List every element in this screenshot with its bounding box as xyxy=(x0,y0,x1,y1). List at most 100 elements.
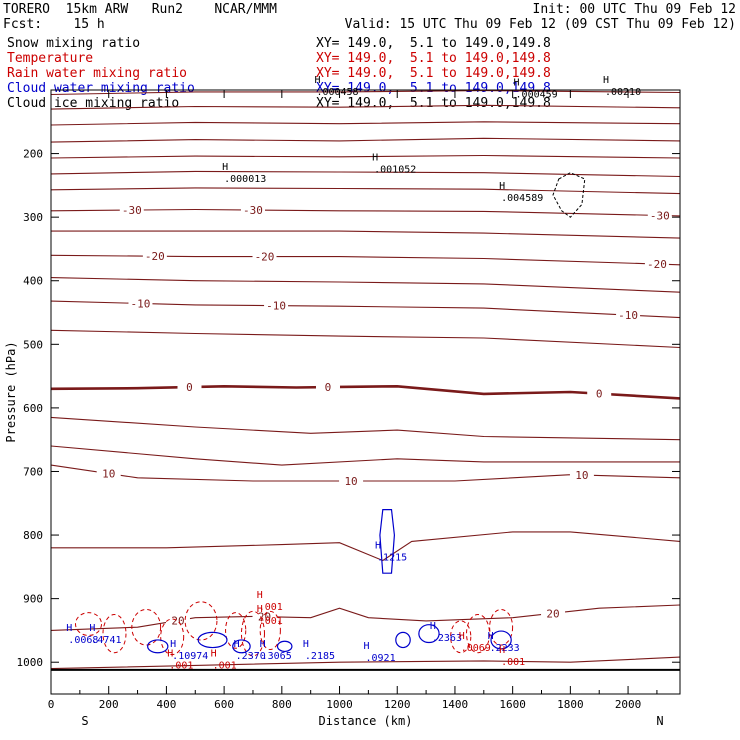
temperature-contour xyxy=(50,90,681,96)
rain-high-marker: H xyxy=(459,631,465,642)
north-end-label: N xyxy=(656,714,663,728)
rain-mixing-ratio-contour xyxy=(225,612,247,649)
rain-high-marker: H xyxy=(499,645,505,656)
contour-label-bg xyxy=(96,467,121,480)
valid-time: Valid: 15 UTC Thu 09 Feb 12 (09 CST Thu … xyxy=(344,17,736,32)
snow-high-marker: H xyxy=(603,75,609,86)
contour-label-bg xyxy=(644,258,669,271)
temperature-contour xyxy=(50,604,681,631)
temperature-contour-label: -10 xyxy=(618,309,638,322)
cloud-water-high-marker: H xyxy=(260,639,266,650)
contour-label-bg xyxy=(128,297,153,310)
y-tick-label: 600 xyxy=(23,402,43,415)
snow-value-label: .00210 xyxy=(605,87,641,98)
rain-mixing-ratio-contour xyxy=(450,620,472,654)
temperature-contour-label: -10 xyxy=(266,300,286,313)
temperature-contour xyxy=(50,208,681,217)
x-tick-label: 2000 xyxy=(615,698,642,711)
cloud-water-contour xyxy=(147,639,169,654)
cloud-water-value-label: .2233 xyxy=(490,643,520,654)
rain-high-marker: H xyxy=(257,604,263,615)
temperature-contour xyxy=(50,445,680,466)
legend-label-temperature: Temperature xyxy=(7,51,94,66)
snow-value-label: .000458 xyxy=(316,87,358,98)
cloud-water-column-contour xyxy=(379,509,396,574)
temperature-contour-label: -10 xyxy=(131,297,151,310)
rain-value-label: .0069 xyxy=(461,643,491,654)
x-tick-label: 1200 xyxy=(384,698,411,711)
rain-mixing-ratio-contour xyxy=(489,608,514,646)
contour-label-bg xyxy=(587,387,612,400)
temperature-contour xyxy=(50,154,681,159)
temperature-contour-label: -30 xyxy=(122,204,142,217)
temperature-contour xyxy=(50,137,681,143)
rain-high-marker: H xyxy=(257,590,263,601)
temperature-contour xyxy=(50,187,681,195)
rain-mixing-ratio-contour xyxy=(160,618,185,656)
legend-label-cloud-ice: Cloud ice mixing ratio xyxy=(7,96,180,111)
rain-mixing-ratio-contour xyxy=(131,608,162,646)
x-tick-label: 1800 xyxy=(557,698,584,711)
cloud-water-value-label: .2185 xyxy=(305,651,335,662)
contour-label-bg xyxy=(240,204,265,217)
plot-frame xyxy=(50,89,681,695)
y-tick-label: 400 xyxy=(23,275,43,288)
snow-value-label: .000459 xyxy=(516,89,558,100)
temperature-contour xyxy=(50,121,681,126)
cloud-water-contour xyxy=(395,631,411,649)
rain-high-marker: H xyxy=(167,648,173,659)
run-title: TORERO 15km ARW Run2 NCAR/MMM xyxy=(3,2,277,17)
temperature-contour-label: 20 xyxy=(171,615,184,628)
cloud-water-value-label: .4741 xyxy=(91,635,121,646)
x-tick-label: 600 xyxy=(214,698,234,711)
temperature-contour-label: -20 xyxy=(255,251,275,264)
temperature-contour-label: 0 xyxy=(325,381,332,394)
cloud-water-value-label: .2370 xyxy=(236,651,266,662)
legend-xy-temperature: XY= 149.0, 5.1 to 149.0,149.8 xyxy=(316,51,551,66)
contour-label-bg xyxy=(119,204,144,217)
x-tick-label: 0 xyxy=(48,698,55,711)
cloud-water-high-marker: H xyxy=(303,639,309,650)
contour-label-bg xyxy=(647,209,672,222)
x-tick-label: 1600 xyxy=(499,698,526,711)
south-end-label: S xyxy=(81,714,88,728)
snow-high-marker: H xyxy=(514,77,520,88)
y-tick-label: 500 xyxy=(23,338,43,351)
rain-mixing-ratio-contour xyxy=(466,614,491,654)
temperature-contour xyxy=(51,531,681,562)
contour-label-bg xyxy=(569,468,594,481)
temperature-contour-label: -30 xyxy=(243,204,263,217)
rain-value-label: .001 xyxy=(169,660,193,671)
cloud-water-contour xyxy=(232,639,251,654)
snow-high-marker: H xyxy=(314,75,320,86)
cloud-water-value-label: .1215 xyxy=(377,552,407,563)
cloud-water-high-marker: H xyxy=(375,540,381,551)
temperature-contour xyxy=(50,329,681,349)
x-tick-label: 1000 xyxy=(326,698,353,711)
y-axis-label: Pressure (hPa) xyxy=(4,341,18,442)
cloud-water-contour xyxy=(490,630,512,650)
snow-value-label: .001052 xyxy=(374,164,416,175)
snow-high-marker: H xyxy=(499,181,505,192)
snow-value-label: .000013 xyxy=(224,174,266,185)
contour-label-bg xyxy=(541,607,566,620)
cloud-water-value-label: .2363 xyxy=(432,633,462,644)
temperature-contour-label: 0 xyxy=(596,388,603,401)
contour-label-bg xyxy=(339,475,364,488)
rain-mixing-ratio-contour xyxy=(184,601,218,641)
cloud-water-high-marker: H xyxy=(89,623,95,634)
legend-xy-rain: XY= 149.0, 5.1 to 149.0,149.8 xyxy=(316,66,551,81)
x-axis-label: Distance (km) xyxy=(319,714,413,728)
legend-label-snow: Snow mixing ratio xyxy=(7,36,141,51)
temperature-contour-label: -20 xyxy=(145,250,165,263)
x-tick-label: 1400 xyxy=(442,698,469,711)
snow-value-label: .004589 xyxy=(501,193,543,204)
rain-value-label: .001 xyxy=(501,657,525,668)
cloud-water-value-label: .0068 xyxy=(68,635,98,646)
temperature-contour-label: 10 xyxy=(344,475,357,488)
x-tick-label: 800 xyxy=(272,698,292,711)
y-tick-label: 700 xyxy=(23,465,43,478)
x-tick-label: 200 xyxy=(99,698,119,711)
cloud-water-high-marker: H xyxy=(234,639,240,650)
